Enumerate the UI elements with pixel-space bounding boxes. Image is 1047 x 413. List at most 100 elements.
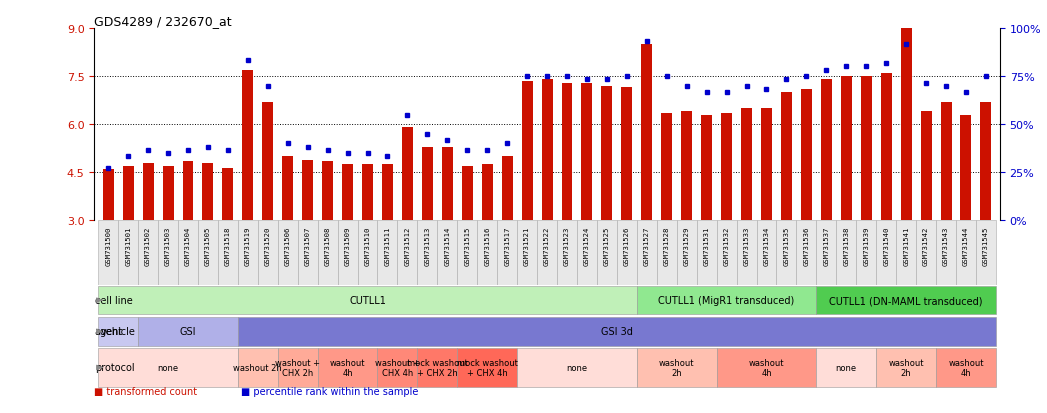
Bar [198, 221, 218, 285]
Text: GSM731510: GSM731510 [364, 226, 371, 266]
Text: washout
4h: washout 4h [949, 358, 984, 377]
Text: washout
2h: washout 2h [888, 358, 923, 377]
Bar [202, 164, 214, 221]
Bar [103, 170, 114, 221]
Bar [238, 349, 277, 387]
Bar [242, 71, 253, 221]
Text: GSM731507: GSM731507 [305, 226, 311, 266]
Bar [362, 165, 373, 221]
Text: GSM731511: GSM731511 [384, 226, 391, 266]
Bar [98, 317, 138, 346]
Bar [597, 221, 617, 285]
Text: cell line: cell line [94, 295, 132, 306]
Bar [621, 88, 632, 221]
Bar [98, 349, 238, 387]
Bar [258, 221, 277, 285]
Text: GSM731544: GSM731544 [963, 226, 968, 266]
Text: GSM731523: GSM731523 [564, 226, 570, 266]
Bar [277, 221, 297, 285]
Bar [458, 349, 517, 387]
Text: GSM731526: GSM731526 [624, 226, 630, 266]
Bar [458, 221, 477, 285]
Text: GSM731514: GSM731514 [444, 226, 450, 266]
Text: GSM731541: GSM731541 [904, 226, 909, 266]
Bar [656, 221, 676, 285]
Text: CUTLL1 (MigR1 transduced): CUTLL1 (MigR1 transduced) [659, 295, 795, 306]
Bar [581, 83, 593, 221]
Text: GSM731517: GSM731517 [505, 226, 510, 266]
Bar [876, 221, 896, 285]
Text: GSM731542: GSM731542 [923, 226, 929, 266]
Bar [980, 102, 992, 221]
Text: GSM731525: GSM731525 [604, 226, 610, 266]
Bar [837, 221, 856, 285]
Bar [601, 87, 612, 221]
Bar [98, 221, 118, 285]
Bar [382, 165, 393, 221]
Text: ■ percentile rank within the sample: ■ percentile rank within the sample [241, 387, 418, 396]
Bar [976, 221, 996, 285]
Bar [737, 221, 757, 285]
Bar [517, 349, 637, 387]
Text: none: none [836, 363, 856, 372]
Text: GDS4289 / 232670_at: GDS4289 / 232670_at [94, 15, 231, 28]
Text: GSM731538: GSM731538 [843, 226, 849, 266]
Bar [797, 221, 817, 285]
Bar [721, 114, 732, 221]
Bar [662, 114, 672, 221]
Bar [541, 80, 553, 221]
Bar [418, 221, 438, 285]
Text: GSM731534: GSM731534 [763, 226, 770, 266]
Text: washout
4h: washout 4h [749, 358, 784, 377]
Bar [561, 83, 573, 221]
Bar [322, 162, 333, 221]
Bar [337, 221, 357, 285]
Text: GSM731536: GSM731536 [803, 226, 809, 266]
Text: GSI: GSI [180, 326, 196, 337]
Bar [378, 221, 398, 285]
Bar [497, 221, 517, 285]
Bar [557, 221, 577, 285]
Text: GSM731503: GSM731503 [165, 226, 171, 266]
Bar [317, 349, 378, 387]
Bar [881, 74, 892, 221]
Bar [876, 349, 936, 387]
Bar [637, 349, 716, 387]
Bar [642, 45, 652, 221]
Bar [856, 221, 876, 285]
Text: GSM731505: GSM731505 [205, 226, 210, 266]
Bar [238, 221, 258, 285]
Bar [761, 109, 772, 221]
Bar [142, 164, 154, 221]
Text: GSM731522: GSM731522 [544, 226, 550, 266]
Text: GSM731531: GSM731531 [704, 226, 710, 266]
Text: protocol: protocol [94, 363, 134, 373]
Text: GSI 3d: GSI 3d [601, 326, 632, 337]
Text: GSM731528: GSM731528 [664, 226, 670, 266]
Text: GSM731504: GSM731504 [185, 226, 191, 266]
Bar [916, 221, 936, 285]
Bar [438, 221, 458, 285]
Bar [777, 221, 797, 285]
Bar [158, 221, 178, 285]
Text: washout 2h: washout 2h [233, 363, 283, 372]
Bar [398, 221, 418, 285]
Bar [222, 168, 233, 221]
Text: washout +
CHX 4h: washout + CHX 4h [375, 358, 420, 377]
Bar [277, 349, 317, 387]
Bar [297, 221, 317, 285]
Text: GSM731506: GSM731506 [285, 226, 291, 266]
Text: GSM731518: GSM731518 [225, 226, 231, 266]
Bar [676, 221, 696, 285]
Text: GSM731513: GSM731513 [424, 226, 430, 266]
Text: mock washout
+ CHX 2h: mock washout + CHX 2h [407, 358, 468, 377]
Bar [502, 157, 513, 221]
Bar [577, 221, 597, 285]
Bar [442, 147, 452, 221]
Bar [218, 221, 238, 285]
Bar [462, 166, 473, 221]
Bar [418, 349, 458, 387]
Bar [98, 286, 637, 315]
Bar [482, 165, 493, 221]
Bar [817, 286, 996, 315]
